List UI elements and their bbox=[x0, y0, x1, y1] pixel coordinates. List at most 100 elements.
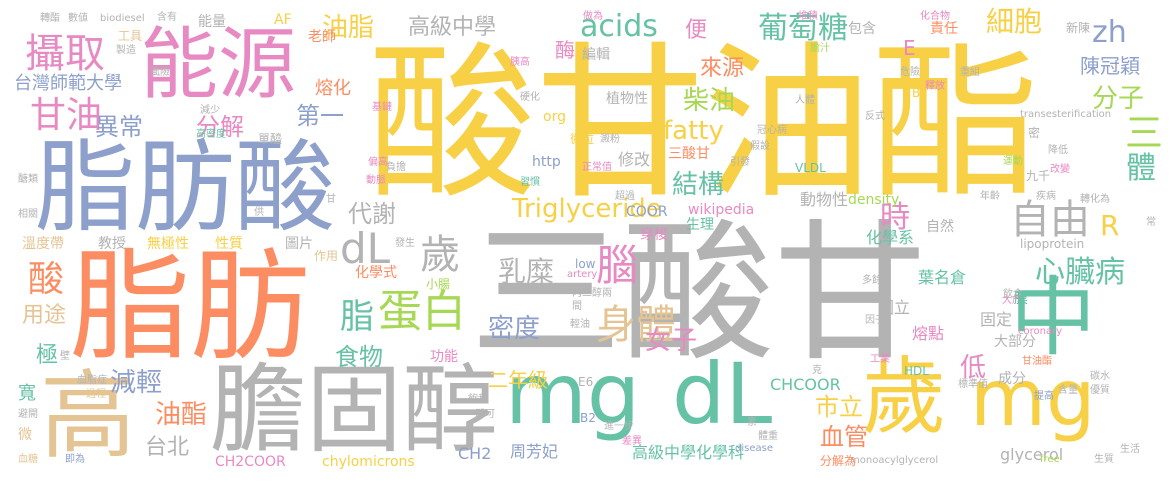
word: 釋放 bbox=[925, 81, 945, 92]
word: 風險 bbox=[150, 67, 170, 78]
word: 含有 bbox=[157, 12, 177, 23]
word: 腦 bbox=[596, 241, 639, 290]
word: 酸甘油酯 bbox=[368, 26, 1040, 222]
word: 超過 bbox=[615, 191, 635, 202]
word: CH2COOR bbox=[215, 454, 286, 470]
word: artery bbox=[567, 269, 598, 280]
word: 高密度 bbox=[196, 129, 226, 140]
word: 提高 bbox=[1034, 391, 1054, 402]
word: 血脂症 bbox=[77, 375, 107, 386]
word: 年齡 bbox=[980, 191, 1000, 202]
word: 多餘 bbox=[862, 275, 882, 286]
word: 運動 bbox=[1003, 156, 1023, 167]
word: 生活 bbox=[1120, 444, 1140, 455]
word: 克 bbox=[812, 365, 822, 376]
word: 即可 bbox=[475, 409, 495, 420]
word: 重組 bbox=[960, 67, 980, 78]
word: 製造 bbox=[116, 45, 136, 56]
word: 三酸甘 bbox=[470, 205, 926, 382]
word: 包含 bbox=[848, 21, 876, 37]
word: 運輸 bbox=[866, 291, 891, 305]
word: 國立 bbox=[878, 298, 911, 317]
word: 標準值 bbox=[958, 379, 988, 390]
word: 時 bbox=[880, 200, 910, 235]
word: 陳冠穎 bbox=[1080, 54, 1140, 78]
word: 市立 bbox=[815, 393, 863, 421]
word: 體 bbox=[1126, 151, 1156, 186]
word: 異常 bbox=[95, 113, 143, 141]
word: mg bbox=[505, 345, 641, 443]
word: 生質 bbox=[1094, 454, 1114, 465]
word: 自然 bbox=[926, 219, 954, 235]
word: 身體 bbox=[596, 302, 676, 348]
word: 台北 bbox=[145, 435, 190, 460]
word: 基鏈 bbox=[372, 102, 392, 113]
word: 來源 bbox=[700, 56, 745, 81]
word: B2 bbox=[580, 411, 596, 425]
word: 責任 bbox=[930, 21, 958, 37]
word: mg bbox=[970, 354, 1096, 444]
word: 第一 bbox=[296, 102, 344, 130]
word: 乳糜 bbox=[498, 255, 555, 288]
word: 胰高 bbox=[510, 57, 530, 68]
word: 過程 bbox=[86, 389, 106, 400]
word: 柴油 bbox=[683, 86, 736, 116]
word: 成分 bbox=[998, 371, 1026, 387]
word: coronary bbox=[1018, 326, 1063, 337]
word: 高級中學化學科 bbox=[632, 443, 745, 462]
word: 微粒 bbox=[570, 132, 595, 146]
word: 減少 bbox=[200, 105, 220, 116]
word: 硬化 bbox=[520, 92, 540, 103]
word: CHCOOR bbox=[770, 375, 841, 394]
word: acids bbox=[580, 9, 658, 44]
word: 心臟病 bbox=[1035, 255, 1125, 290]
word: 圖片 bbox=[285, 236, 313, 252]
word: 化學式 bbox=[355, 265, 397, 281]
word: 改變 bbox=[1050, 164, 1070, 175]
word: 二年級 bbox=[488, 368, 548, 392]
word: 女子 bbox=[645, 326, 698, 356]
word: 引發 bbox=[730, 157, 750, 168]
word: transesterification bbox=[1020, 109, 1112, 120]
word: Triglyceride bbox=[512, 194, 662, 224]
word: 自由 bbox=[1010, 197, 1090, 243]
word: 攝取 bbox=[25, 31, 105, 77]
word: 周芳妃 bbox=[510, 442, 559, 461]
word: zh bbox=[1092, 15, 1127, 50]
word: 修改 bbox=[618, 150, 651, 169]
word: 飲食 bbox=[1003, 289, 1023, 300]
word: 溫度帶 bbox=[22, 236, 64, 252]
word: chylomicrons bbox=[322, 454, 415, 470]
word: 高 bbox=[40, 360, 136, 472]
word: 新陳 bbox=[1066, 21, 1091, 35]
word: 中 bbox=[1010, 268, 1096, 368]
word: 間 bbox=[572, 301, 582, 312]
word: 油酯 bbox=[155, 400, 208, 430]
word: 食物 bbox=[335, 343, 383, 371]
word: 極 bbox=[36, 343, 59, 368]
word: COOR bbox=[626, 204, 668, 220]
word: 習慣 bbox=[520, 177, 540, 188]
word: 穿梭 bbox=[640, 227, 668, 243]
word: 甘油 bbox=[30, 95, 103, 136]
word: 老師 bbox=[308, 29, 336, 45]
word: 冠心病 bbox=[757, 125, 787, 136]
word: 性質 bbox=[215, 236, 243, 252]
word: 避開 bbox=[18, 409, 38, 420]
word: 膜 bbox=[1014, 291, 1028, 307]
word: 功能 bbox=[430, 349, 458, 365]
word: 反式 bbox=[865, 111, 885, 122]
word: 常 bbox=[1146, 217, 1156, 228]
word: biodiesel bbox=[100, 13, 145, 24]
word: 疾病 bbox=[1036, 191, 1056, 202]
word: 飽和 bbox=[468, 394, 488, 405]
word: free bbox=[1040, 454, 1060, 465]
word: 能源 bbox=[140, 20, 297, 110]
word: 人體 bbox=[795, 95, 815, 106]
word: E bbox=[903, 36, 916, 60]
word: 葉名倉 bbox=[918, 268, 967, 287]
word: wikipedia bbox=[688, 202, 755, 218]
word: density bbox=[848, 192, 900, 208]
word: 植物性 bbox=[606, 91, 648, 107]
word: 蛋白 bbox=[378, 286, 466, 337]
